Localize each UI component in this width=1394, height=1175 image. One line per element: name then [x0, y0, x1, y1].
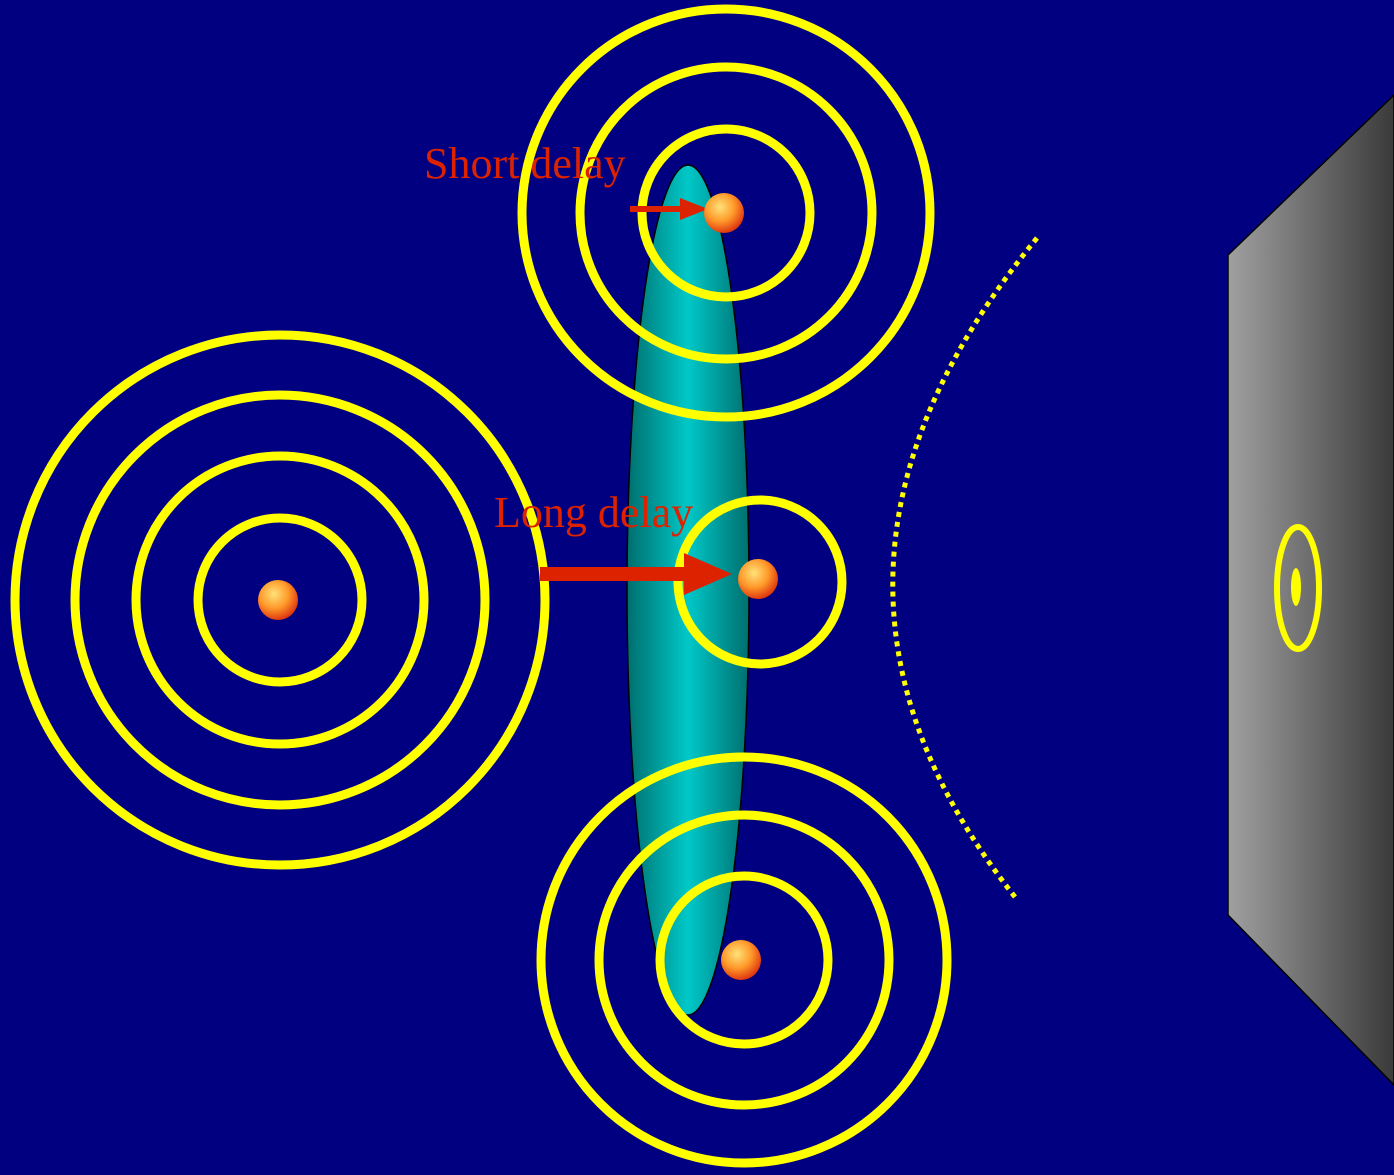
wavefront-ring [10, 330, 550, 870]
wavefront-ring [131, 451, 429, 749]
wavefront-ring [594, 810, 894, 1110]
wavefront-ring [193, 513, 367, 687]
focus-ring [1274, 524, 1322, 652]
short-delay-arrow [630, 198, 708, 220]
wavefront-ring [655, 871, 833, 1049]
wavefront-ring [536, 752, 952, 1168]
middle-source-wavefronts [673, 495, 847, 669]
wavefront-ring [637, 124, 815, 302]
wavefront-ring [673, 495, 847, 669]
bottom-source-wavefronts [536, 752, 952, 1168]
screen-panel [1227, 93, 1394, 1087]
short-delay-label: Short delay [424, 139, 626, 188]
wavefront-ring [517, 4, 935, 422]
point-source-dot [258, 580, 298, 620]
long-delay-label: Long delay [494, 488, 693, 537]
converging-wavefront [890, 236, 1039, 899]
focus-spot [1274, 524, 1322, 652]
long-delay-arrow [540, 553, 732, 595]
wavefront-ring [575, 62, 877, 364]
focus-core [1291, 568, 1301, 606]
point-source-dot [738, 559, 778, 599]
point-source-dot [704, 193, 744, 233]
left-source-wavefronts [10, 330, 550, 870]
top-source-wavefronts [517, 4, 935, 422]
point-source-dot [721, 940, 761, 980]
wavefront-ring [70, 390, 490, 810]
